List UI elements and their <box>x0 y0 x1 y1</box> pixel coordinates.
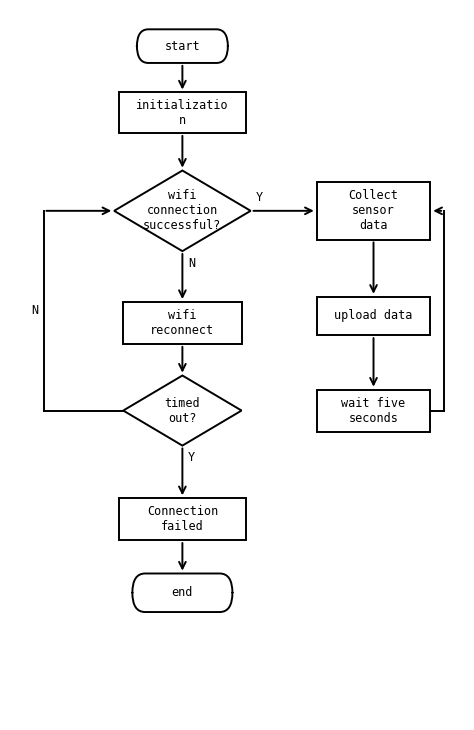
Polygon shape <box>114 171 251 251</box>
Bar <box>317 182 430 239</box>
Text: wait five
seconds: wait five seconds <box>341 396 406 425</box>
Text: upload data: upload data <box>334 310 413 323</box>
Text: wifi
reconnect: wifi reconnect <box>150 309 214 337</box>
Text: end: end <box>172 586 193 599</box>
Text: N: N <box>31 304 38 318</box>
Bar <box>123 302 242 344</box>
Text: Y: Y <box>188 451 195 464</box>
Text: wifi
connection
successful?: wifi connection successful? <box>143 189 221 232</box>
FancyBboxPatch shape <box>137 29 228 63</box>
Bar <box>317 390 430 431</box>
Bar <box>118 93 246 133</box>
Bar <box>118 498 246 540</box>
Text: Collect
sensor
data: Collect sensor data <box>348 189 399 232</box>
Text: Y: Y <box>256 191 263 204</box>
FancyBboxPatch shape <box>132 574 232 612</box>
Text: Connection
failed: Connection failed <box>147 505 218 533</box>
Text: N: N <box>188 257 195 269</box>
Polygon shape <box>123 375 242 445</box>
Text: timed
out?: timed out? <box>164 396 200 425</box>
Bar <box>317 296 430 335</box>
Text: initializatio
n: initializatio n <box>136 99 229 127</box>
Text: start: start <box>164 39 200 53</box>
